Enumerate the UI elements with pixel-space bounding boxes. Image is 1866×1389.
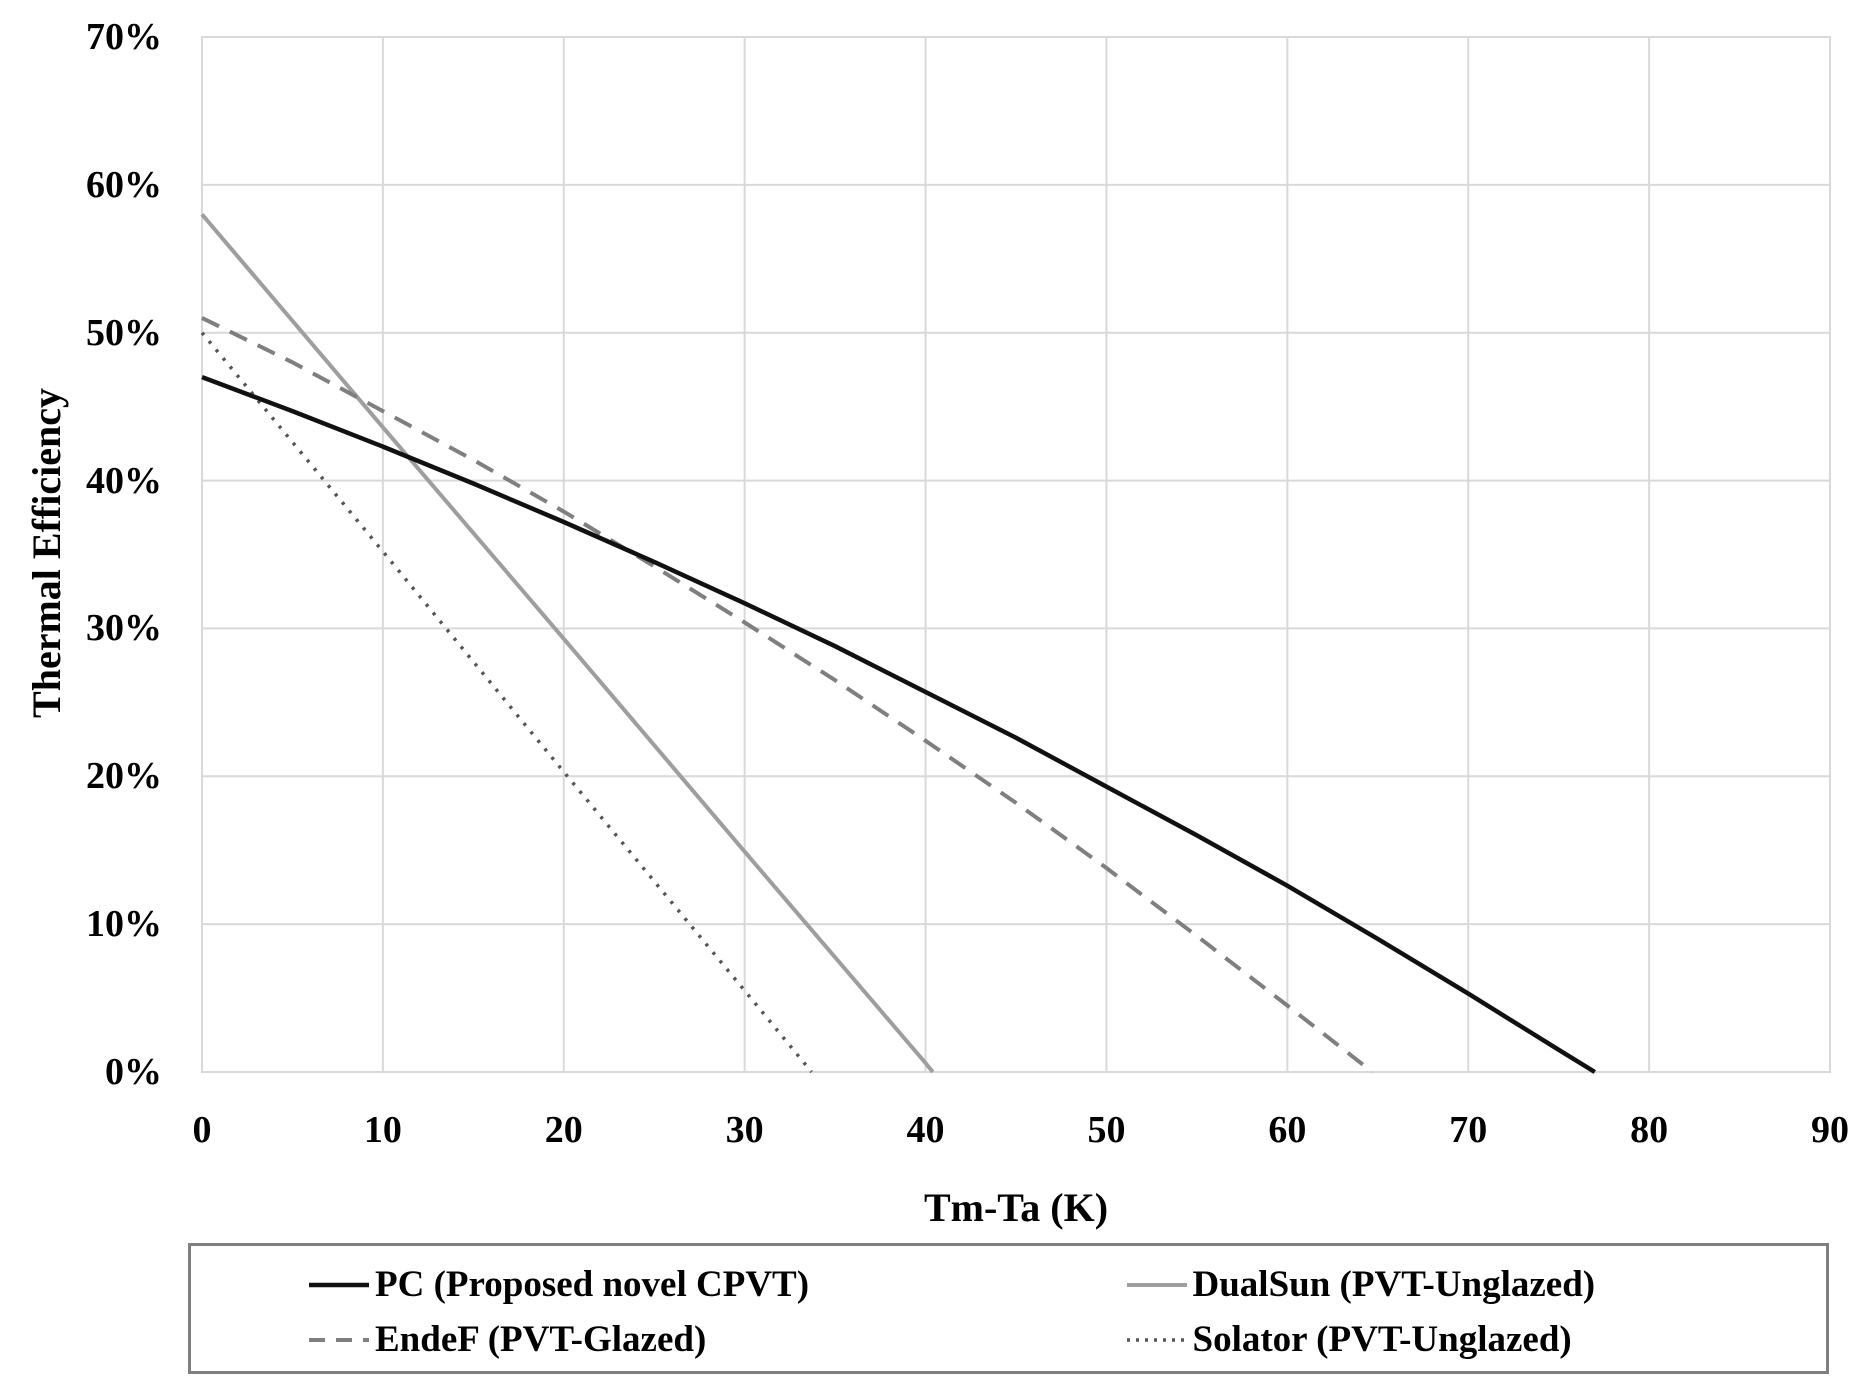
legend-line-sample-endef (309, 1337, 369, 1342)
legend-item-label: DualSun (PVT-Unglazed) (1192, 1264, 1596, 1305)
x-tick-label: 50 (1087, 1109, 1126, 1151)
plot-border (201, 36, 1831, 1073)
x-tick-label: 10 (363, 1109, 402, 1151)
legend-line-sample-solator (1126, 1337, 1187, 1342)
x-tick-label: 80 (1630, 1109, 1669, 1151)
legend-box: PC (Proposed novel CPVT) DualSun (PVT-Ung… (188, 1243, 1829, 1374)
x-tick-label: 0 (192, 1109, 212, 1151)
y-tick-label: 30% (86, 607, 162, 650)
x-tick-label: 70 (1449, 1109, 1488, 1151)
legend-item-endef: EndeF (PVT-Glazed) (191, 1312, 1009, 1367)
series-line-pc (201, 374, 1596, 1074)
x-axis-title: Tm-Ta (K) (923, 1185, 1109, 1230)
legend-item-solator: Solator (PVT-Unglazed) (1009, 1312, 1827, 1367)
legend-item-label: PC (Proposed novel CPVT) (375, 1264, 810, 1305)
x-tick-label: 90 (1811, 1109, 1849, 1151)
y-tick-label: 10% (86, 903, 162, 946)
legend-line-sample-pc (309, 1282, 369, 1287)
y-tick-label: 50% (86, 311, 162, 354)
legend-item-label: Solator (PVT-Unglazed) (1192, 1319, 1572, 1360)
x-tick-label: 30 (725, 1109, 764, 1151)
series-line-dualsun (200, 213, 935, 1074)
y-tick-label: 40% (86, 459, 162, 502)
y-tick-label: 60% (86, 163, 162, 206)
legend-item-dualsun: DualSun (PVT-Unglazed) (1009, 1257, 1827, 1312)
x-tick-label: 60 (1268, 1109, 1307, 1151)
y-tick-label: 0% (105, 1051, 162, 1093)
y-tick-label: 20% (86, 755, 162, 798)
series-line-solator (200, 331, 813, 1074)
legend-item-label: EndeF (PVT-Glazed) (375, 1319, 707, 1360)
legend-item-pc: PC (Proposed novel CPVT) (191, 1257, 1009, 1312)
x-tick-label: 40 (906, 1109, 945, 1151)
x-tick-label: 20 (544, 1109, 583, 1151)
series-line-endef (201, 316, 1374, 1074)
y-tick-label: 70% (86, 16, 162, 58)
legend-line-sample-dualsun (1126, 1282, 1187, 1287)
y-axis-title: Thermal Efficiency (24, 388, 69, 718)
